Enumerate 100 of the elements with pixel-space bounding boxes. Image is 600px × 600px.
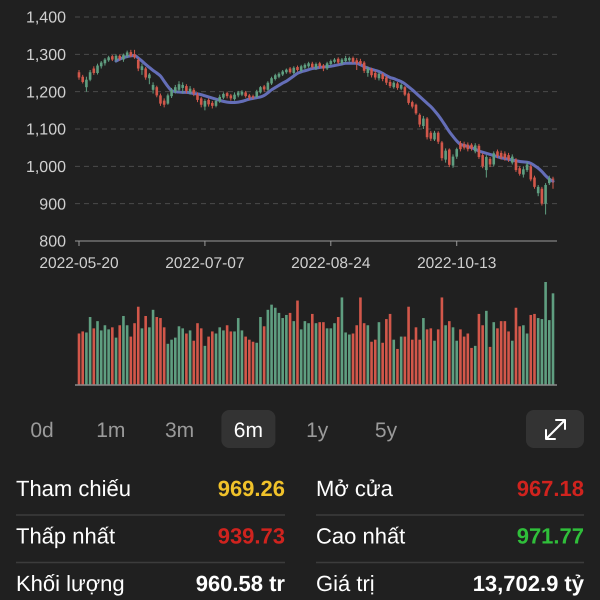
bar	[92, 328, 96, 385]
bar	[433, 340, 436, 385]
bar	[288, 312, 292, 385]
candlestick	[366, 66, 370, 78]
candlestick	[185, 84, 188, 94]
bar	[396, 348, 399, 385]
bar	[370, 342, 373, 385]
bar	[88, 317, 92, 385]
bar	[429, 328, 432, 385]
bar	[314, 323, 318, 385]
bar	[270, 304, 273, 385]
candlestick	[370, 67, 373, 78]
bar	[107, 329, 110, 385]
bar	[181, 328, 184, 385]
bar	[178, 326, 180, 385]
bar	[492, 322, 496, 385]
bar	[204, 346, 206, 385]
bar	[504, 321, 506, 385]
x-tick-label: 2022-08-24	[291, 255, 371, 272]
candlestick	[152, 82, 154, 94]
bar	[485, 310, 488, 385]
bar	[552, 293, 554, 385]
bar	[340, 297, 344, 385]
bar	[407, 306, 410, 385]
bar	[422, 318, 425, 385]
text: 960.58 tr	[196, 571, 285, 596]
bar	[122, 316, 125, 385]
candlestick	[200, 96, 203, 108]
bar	[514, 308, 518, 385]
y-tick-label: 1,000	[26, 158, 66, 176]
text: 13,702.9 tỷ	[472, 571, 584, 596]
text: 971.77	[516, 524, 584, 548]
category-label: Giá trị	[316, 571, 375, 596]
candlestick	[414, 103, 418, 116]
bar	[307, 323, 310, 385]
candlestick	[433, 130, 436, 142]
bar	[81, 331, 84, 385]
text: 967.18	[516, 476, 584, 501]
candlestick	[140, 63, 144, 76]
candlestick	[552, 176, 554, 190]
bar	[322, 322, 325, 385]
bar	[374, 340, 377, 385]
candlestick	[540, 186, 544, 206]
bar	[348, 334, 351, 385]
candlestick	[504, 150, 506, 162]
bar	[333, 323, 336, 385]
bar	[336, 317, 340, 385]
y-tick-label: 900	[39, 196, 66, 214]
category-label: 0d	[30, 419, 54, 442]
candlestick	[426, 116, 428, 140]
x-tick-label: 2022-10-13	[417, 255, 496, 272]
bar	[292, 321, 296, 385]
bar	[136, 306, 140, 385]
bar	[248, 340, 251, 385]
bar	[211, 331, 214, 385]
bar	[185, 334, 188, 385]
bar	[533, 314, 536, 385]
bar	[252, 342, 254, 385]
bar	[474, 346, 477, 385]
bar	[152, 310, 154, 385]
bar	[378, 322, 380, 385]
bar	[500, 321, 502, 385]
bar	[478, 314, 480, 385]
y-tick-label: 800	[39, 234, 66, 251]
category-label: 3m	[165, 419, 194, 442]
bar	[114, 338, 118, 385]
candlestick	[204, 98, 206, 111]
candlestick	[166, 93, 170, 106]
x-tick-label: 2022-07-07	[165, 255, 245, 272]
candlestick	[510, 154, 514, 165]
candlestick	[266, 80, 270, 92]
candlestick	[422, 115, 425, 130]
bar	[144, 316, 147, 385]
bar	[259, 317, 262, 385]
bar	[118, 325, 122, 385]
candlestick	[485, 154, 488, 178]
category-label: 1m	[96, 419, 126, 442]
candlestick	[440, 140, 444, 162]
bar	[78, 334, 80, 385]
bar	[459, 329, 462, 385]
bar	[226, 325, 228, 385]
bar	[448, 321, 451, 385]
candlestick	[355, 58, 358, 71]
candlestick	[85, 76, 88, 92]
line-series	[114, 54, 554, 183]
bar	[159, 318, 162, 385]
candlestick	[444, 148, 447, 164]
bar	[529, 314, 532, 385]
candlestick	[148, 72, 151, 85]
text: 939.73	[218, 524, 285, 548]
candlestick	[78, 70, 80, 80]
y-tick-label: 1,200	[26, 84, 66, 102]
category-label: Tham chiếu	[16, 476, 131, 501]
category-label: Khối lượng	[16, 571, 125, 596]
category-label: 6m	[234, 419, 263, 442]
candlestick	[488, 156, 492, 168]
bar	[522, 325, 525, 385]
bar	[440, 297, 444, 385]
bar	[140, 328, 144, 385]
bar	[304, 321, 306, 385]
